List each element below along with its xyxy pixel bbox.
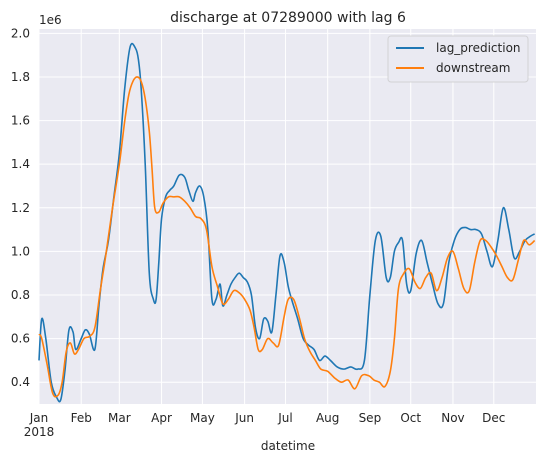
x-axis-label: datetime <box>261 439 315 453</box>
y-axis: 0.4 0.6 0.8 1.0 1.2 1.4 1.6 1.8 2.0 <box>11 26 30 389</box>
x-tick-label: May <box>190 411 215 425</box>
y-tick-label: 1.0 <box>11 244 30 258</box>
x-tick-label: Oct <box>400 411 421 425</box>
y-tick-label: 0.8 <box>11 288 30 302</box>
y-tick-label: 0.6 <box>11 332 30 346</box>
x-tick-sublabel: 2018 <box>24 425 55 439</box>
x-tick-label: Jul <box>277 411 292 425</box>
legend: lag_prediction downstream <box>387 35 529 83</box>
series-line-lag-prediction <box>38 42 536 403</box>
y-tick-label: 1.8 <box>11 70 30 84</box>
x-tick-label: Sep <box>359 411 382 425</box>
y-scale-label: 1e6 <box>39 13 62 27</box>
x-tick-label: Mar <box>108 411 131 425</box>
x-tick-label: Jan <box>29 411 49 425</box>
x-tick-label: Feb <box>71 411 92 425</box>
y-tick-label: 0.4 <box>11 375 30 389</box>
x-tick-label: Nov <box>441 411 464 425</box>
y-tick-label: 1.2 <box>11 201 30 215</box>
x-tick-label: Aug <box>316 411 339 425</box>
grid <box>38 29 536 404</box>
legend-label-downstream: downstream <box>436 61 510 75</box>
x-tick-label: Dec <box>482 411 505 425</box>
x-tick-label: Apr <box>151 411 172 425</box>
y-tick-label: 1.4 <box>11 157 30 171</box>
y-tick-label: 2.0 <box>11 26 30 40</box>
legend-label-lag-prediction: lag_prediction <box>436 41 521 55</box>
series-layer <box>38 42 536 403</box>
chart-title: discharge at 07289000 with lag 6 <box>170 10 406 26</box>
plot-area <box>39 29 536 404</box>
y-tick-label: 1.6 <box>11 114 30 128</box>
series-line-downstream <box>38 76 536 398</box>
x-tick-label: Jun <box>234 411 254 425</box>
